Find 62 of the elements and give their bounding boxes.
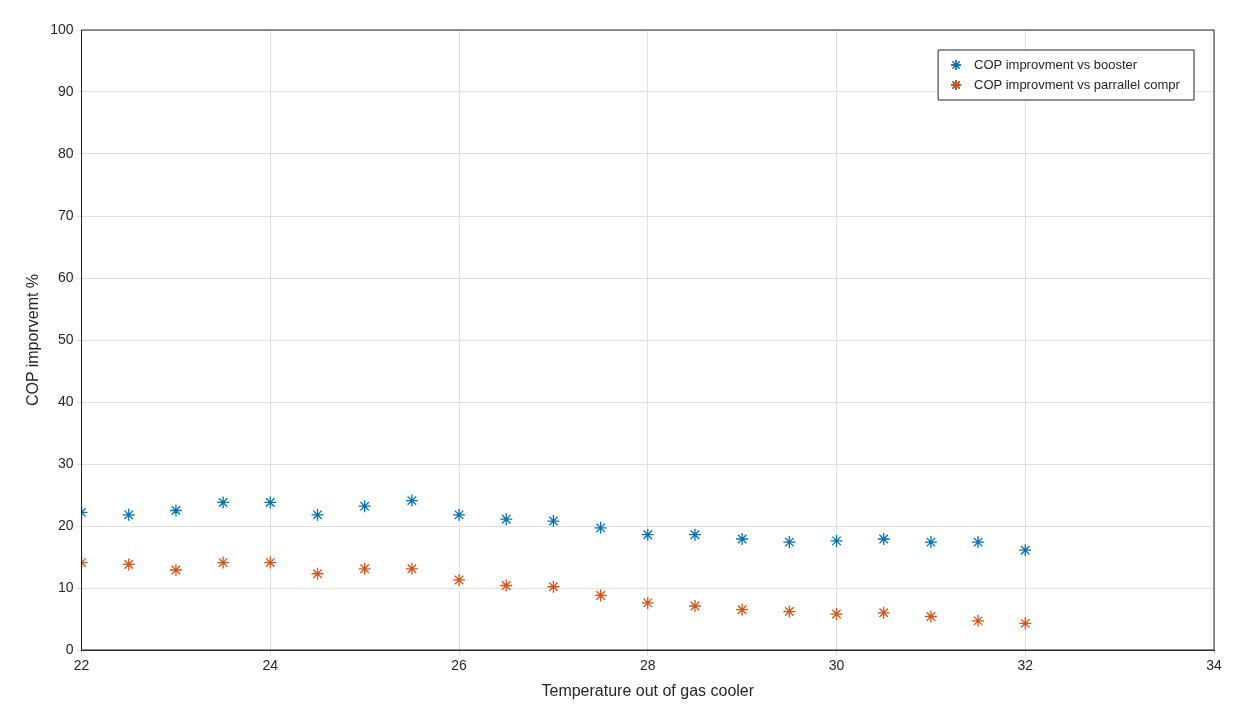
point [499,512,513,526]
y-tick-label: 70 [57,206,74,223]
point [405,562,419,576]
point [310,567,325,581]
y-tick-label: 90 [57,82,74,99]
x-tick-label: 34 [1206,657,1222,674]
point [688,599,702,613]
point [1018,543,1032,557]
point [971,535,985,549]
legend-label: COP improvment vs booster [974,56,1138,72]
point [924,609,938,624]
y-axis-title: COP imporvemt % [24,273,42,407]
y-tick-label: 0 [65,640,74,657]
x-tick-label: 32 [1017,657,1034,674]
x-tick-label: 24 [262,657,279,674]
legend-label: COP improvment vs parrallel compr [974,76,1181,92]
point [452,508,466,522]
point [310,508,325,522]
point [593,588,608,603]
point [546,580,561,594]
point [877,606,891,620]
point [735,532,749,546]
y-tick-label: 60 [57,268,74,285]
y-tick-label: 30 [57,454,74,471]
x-tick-label: 30 [828,657,845,674]
point [877,532,891,546]
point [358,562,372,576]
x-tick-label: 22 [73,657,90,674]
point [593,521,608,535]
point [1018,616,1032,630]
point [122,508,136,522]
y-tick-label: 40 [57,392,74,409]
y-tick-label: 100 [50,20,74,37]
point [829,607,844,621]
point [263,555,277,570]
point [405,493,419,508]
x-tick-label: 28 [639,657,656,674]
point [782,604,796,619]
y-tick-label: 80 [57,144,74,161]
point [971,614,985,628]
point [924,535,938,549]
point [735,603,749,617]
point [829,534,844,548]
point [263,495,277,510]
y-tick-label: 10 [57,578,74,595]
point [169,563,183,577]
point [546,514,561,528]
x-tick-label: 26 [451,657,468,674]
point [688,528,702,542]
point [122,557,136,572]
x-axis-title: Temperature out of gas cooler [541,681,755,699]
y-tick-label: 20 [57,516,74,533]
point [216,495,230,510]
point [641,528,655,542]
point [499,578,513,593]
y-tick-label: 50 [57,330,74,347]
point [358,499,372,513]
point [452,573,466,587]
point [169,503,183,518]
point [782,535,796,549]
point [216,555,230,570]
point [641,596,655,610]
